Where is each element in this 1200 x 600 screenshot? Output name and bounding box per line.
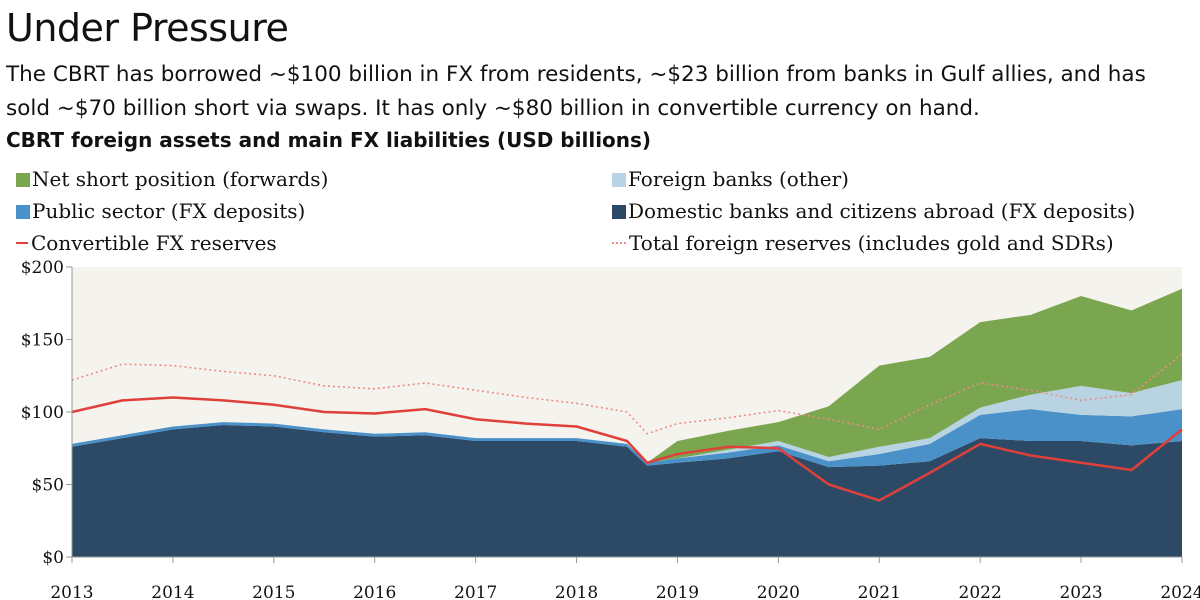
x-tick-label: 2017	[454, 583, 497, 600]
y-tick-label: $50	[32, 476, 64, 496]
legend-swatch	[16, 173, 30, 187]
y-tick-label: $150	[21, 331, 64, 351]
x-tick-label: 2020	[757, 583, 800, 600]
series-line	[71, 396, 1183, 502]
legend-line	[16, 242, 28, 244]
legend-swatch	[612, 173, 626, 187]
legend-label: Net short position (forwards)	[32, 167, 329, 191]
page-subtitle: The CBRT has borrowed ~$100 billion in F…	[6, 62, 1146, 121]
series-area	[72, 288, 1182, 463]
x-tick-label: 2014	[151, 583, 194, 600]
x-tick-label: 2015	[252, 583, 295, 600]
chart-legend: Net short position (forwards) Foreign ba…	[6, 164, 1196, 260]
legend-item-total-reserves: Total foreign reserves (includes gold an…	[612, 228, 1114, 258]
legend-label: Public sector (FX deposits)	[32, 199, 306, 223]
legend-label: Foreign banks (other)	[628, 167, 849, 191]
legend-item-net-short: Net short position (forwards)	[16, 164, 328, 194]
x-tick-label: 2022	[959, 583, 1002, 600]
chart-title: CBRT foreign assets and main FX liabilit…	[6, 128, 652, 152]
x-tick-label: 2023	[1059, 583, 1102, 600]
legend-label: Total foreign reserves (includes gold an…	[629, 231, 1114, 255]
legend-item-convertible: Convertible FX reserves	[16, 228, 277, 258]
x-tick-label: 2021	[858, 583, 901, 600]
legend-item-public-sector: Public sector (FX deposits)	[16, 196, 305, 226]
legend-item-domestic-banks: Domestic banks and citizens abroad (FX d…	[612, 196, 1135, 226]
x-tick-label: 2016	[353, 583, 396, 600]
x-tick-label: 2019	[656, 583, 699, 600]
page-title: Under Pressure	[6, 6, 289, 50]
series-area	[72, 425, 1182, 557]
legend-swatch	[16, 205, 30, 219]
chart-plot: $0 $50 $100 $150 $200 2013 2014 2015 2016 2017 201…	[21, 258, 1200, 600]
y-tick-label: $100	[21, 403, 64, 423]
series-area	[72, 380, 1182, 463]
x-tick-label: 2013	[50, 583, 93, 600]
x-tick-label: 2018	[555, 583, 598, 600]
legend-swatch	[612, 205, 626, 219]
legend-label: Domestic banks and citizens abroad (FX d…	[628, 199, 1136, 223]
x-tick-label: 2024	[1160, 583, 1200, 600]
series-dotted-line	[71, 353, 1183, 435]
legend-label: Convertible FX reserves	[31, 231, 277, 255]
legend-item-foreign-banks: Foreign banks (other)	[612, 164, 849, 194]
y-tick-label: $200	[21, 258, 64, 278]
legend-line	[612, 242, 626, 244]
series-area	[72, 409, 1182, 468]
y-tick-label: $0	[42, 548, 64, 568]
